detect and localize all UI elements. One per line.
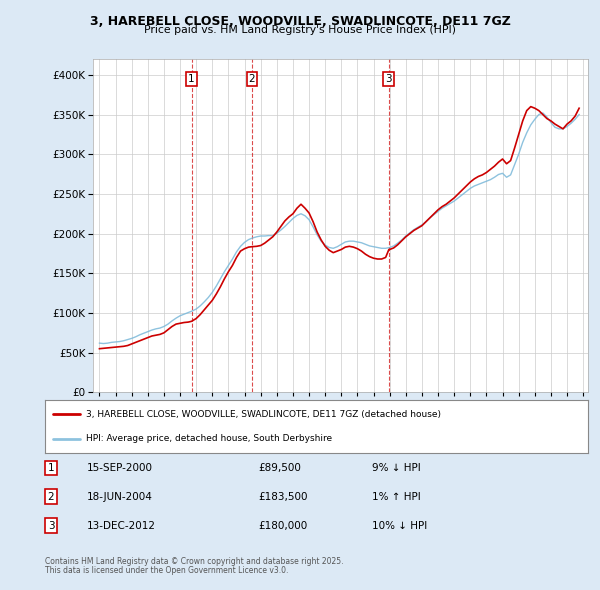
Text: 10% ↓ HPI: 10% ↓ HPI [372,521,427,530]
Text: £180,000: £180,000 [258,521,307,530]
Text: 3, HAREBELL CLOSE, WOODVILLE, SWADLINCOTE, DE11 7GZ: 3, HAREBELL CLOSE, WOODVILLE, SWADLINCOT… [89,15,511,28]
Text: This data is licensed under the Open Government Licence v3.0.: This data is licensed under the Open Gov… [45,566,289,575]
Text: 3: 3 [386,74,392,84]
Text: 13-DEC-2012: 13-DEC-2012 [87,521,156,530]
Text: Price paid vs. HM Land Registry's House Price Index (HPI): Price paid vs. HM Land Registry's House … [144,25,456,35]
Text: 9% ↓ HPI: 9% ↓ HPI [372,463,421,473]
Text: 1: 1 [188,74,195,84]
Text: 3: 3 [47,521,55,530]
Text: 2: 2 [47,492,55,502]
Text: 2: 2 [248,74,255,84]
Text: 3, HAREBELL CLOSE, WOODVILLE, SWADLINCOTE, DE11 7GZ (detached house): 3, HAREBELL CLOSE, WOODVILLE, SWADLINCOT… [86,410,441,419]
Text: £183,500: £183,500 [258,492,308,502]
Text: 1: 1 [47,463,55,473]
Text: 15-SEP-2000: 15-SEP-2000 [87,463,153,473]
Text: 1% ↑ HPI: 1% ↑ HPI [372,492,421,502]
Text: Contains HM Land Registry data © Crown copyright and database right 2025.: Contains HM Land Registry data © Crown c… [45,558,343,566]
Text: HPI: Average price, detached house, South Derbyshire: HPI: Average price, detached house, Sout… [86,434,332,443]
Text: 18-JUN-2004: 18-JUN-2004 [87,492,153,502]
Text: £89,500: £89,500 [258,463,301,473]
